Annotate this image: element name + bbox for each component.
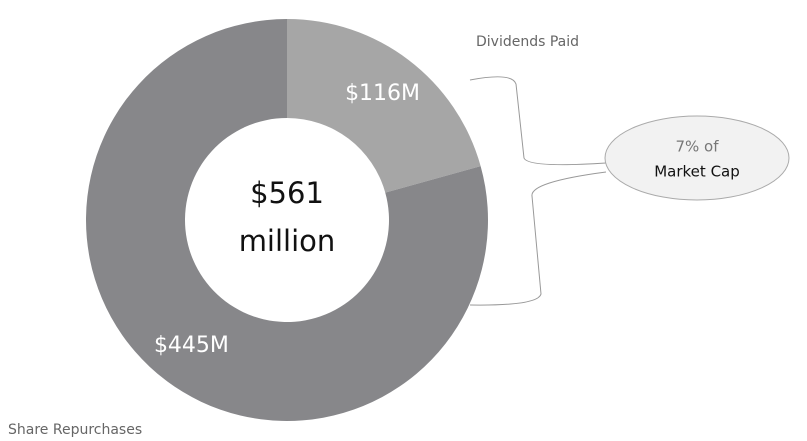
brace-top <box>469 76 607 166</box>
value-label: $445M <box>154 333 229 358</box>
annotation-line: 7% of <box>675 138 719 156</box>
value-label: $116M <box>345 81 420 106</box>
annotation-bubble <box>604 115 790 201</box>
donut-slice <box>287 19 481 193</box>
donut-slice <box>85 19 489 421</box>
annotation-line: Market Cap <box>654 163 740 181</box>
category-label: Dividends Paid <box>476 34 579 50</box>
category-label: Share Repurchases <box>8 422 142 438</box>
center-label: million <box>239 224 336 258</box>
brace-bottom <box>469 171 607 306</box>
center-label: $561 <box>250 176 324 210</box>
